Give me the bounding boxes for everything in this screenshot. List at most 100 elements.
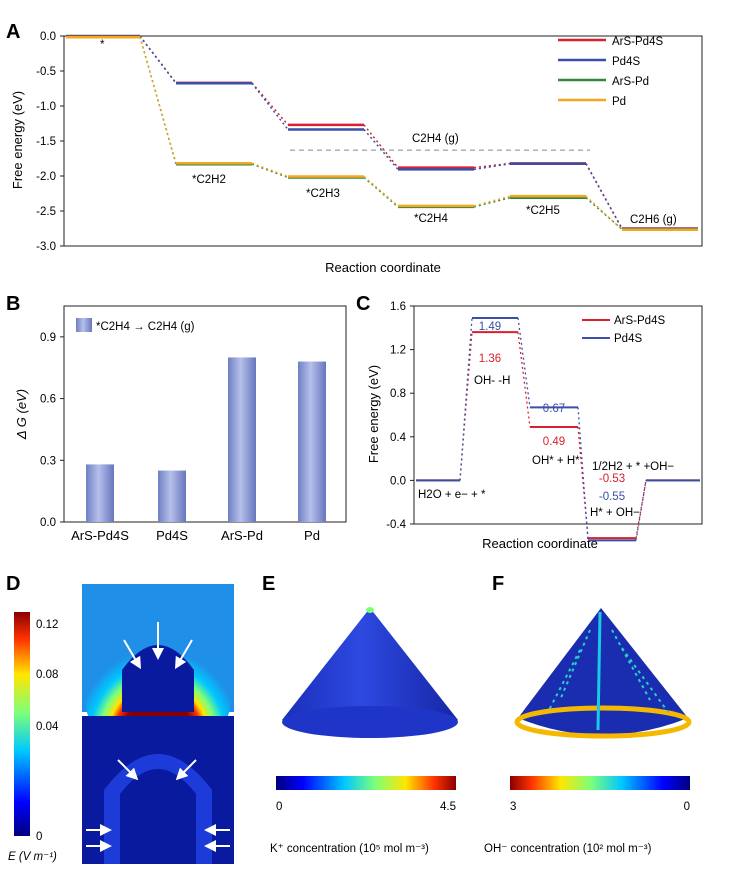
chart-b-legend-label: *C2H4 → C2H4 (g) [96,321,195,333]
chart-a-connector-Pd4S-2 [251,82,289,130]
chart-b-xtick-label: ArS-Pd [221,528,263,543]
chart-a-ytick-label: -1.0 [36,101,56,113]
panel-d-colorbar [14,612,30,836]
chart-a-connector-ArS-Pd-4 [473,197,511,208]
chart-c-ytick-label: 1.6 [390,301,406,313]
chart-a-ytick-label: -2.0 [36,171,56,183]
chart-a-xlabel: Reaction coordinate [325,260,441,275]
legend-a-label-3: ArS-Pd [612,76,649,88]
chart-b-frame [63,305,347,523]
panel-e-cone [282,608,458,736]
panel-e-colorbar-min: 0 [276,801,282,813]
chart-a-ylabel: Free energy (eV) [10,91,25,189]
chart-c-ytick-label: 0.8 [390,388,406,400]
panel-d-colorbar-label: E (V m⁻¹) [8,851,57,863]
panel-f-colorbar-max: 0 [684,801,690,813]
chart-a-connector-ArS-Pd4S-3 [363,124,399,169]
chart-c-step-3: OH* + H* [532,455,580,467]
chart-a-connector-Pd-1 [139,36,177,164]
chart-b-ytick-label: 0.9 [40,332,56,344]
panel-f-cone-streak [596,611,602,731]
chart-c: Free energy (eV) Reaction coordinate 1.6… [366,301,703,551]
chart-b-xtick-label: ArS-Pd4S [71,528,129,543]
chart-c-step-5: H* + OH− [590,507,640,519]
chart-c-value-0.67: 0.67 [543,403,565,415]
chart-a: Free energy (eV) Reaction coordinate 0.0… [10,31,703,275]
chart-c-ytick-label: 1.2 [390,345,406,357]
panel-d-letter: D [6,573,20,595]
chart-b-ylabel: Δ G (eV) [14,389,29,440]
legend-a-label-4: Pd [612,96,626,108]
chart-c-xlabel: Reaction coordinate [482,536,598,551]
chart-c-connector-Pd4S-2 [517,317,531,408]
panel-f-cone [518,608,688,735]
panel-b-letter: B [6,293,20,315]
chart-a-connector-ArS-Pd-3 [363,176,399,208]
chart-a-ytick-label: 0.0 [40,31,56,43]
chart-b: Δ G (eV) *C2H4 → C2H4 (g) 0.0 0.3 0.6 0.9 A… [14,305,347,543]
chart-a-step-label-5: *C2H5 [526,205,560,217]
panel-f-colorbar-min: 3 [510,801,516,813]
panel-e-cone-tip [366,607,374,613]
chart-b-xtick-label: Pd [304,528,320,543]
panel-d-field-map: 0.12 0.08 0.04 0 E (V m⁻¹) [8,584,234,864]
chart-a-step-label-3: *C2H3 [306,188,340,200]
legend-c-label-2: Pd4S [614,333,642,345]
chart-a-step-label-2: *C2H2 [192,174,226,186]
chart-a-connector-Pd4S-1 [139,35,177,84]
chart-c-step-2: OH- -H [474,375,510,387]
panel-e-cone-base [282,706,458,738]
chart-a-step-label-1: * [100,39,105,51]
panel-e-cone-map: 0 4.5 K⁺ concentration (10⁵ mol m⁻³) [270,607,458,855]
panel-d-tick-2: 0.08 [36,669,58,681]
chart-a-connector-Pd4S-3 [363,129,399,170]
chart-c-connector-Pd4S-4 [635,480,647,541]
legend-a-label-1: ArS-Pd4S [612,36,663,48]
panel-a-letter: A [6,21,20,43]
panel-e-colorbar-max: 4.5 [440,801,456,813]
panel-d-arrow-5 [175,759,197,781]
chart-a-ytick-label: -0.5 [36,66,56,78]
chart-b-legend-swatch [76,318,92,332]
chart-a-connector-Pd-2 [251,162,289,178]
chart-c-step-1: H2O + e− + * [418,489,486,501]
chart-c-value-neg0.53: -0.53 [599,473,625,485]
panel-d-arrow-3 [174,639,193,670]
chart-a-ytick-label: -2.5 [36,206,56,218]
chart-a-connector-ArS-Pd-2 [251,163,289,179]
chart-c-connector-Pd4S-1 [459,317,473,481]
chart-a-connector-Pd4S-4 [473,163,511,171]
panel-d-tick-3: 0.04 [36,721,59,733]
chart-c-connector-Pd4S-3 [577,407,589,541]
legend-c-label-1: ArS-Pd4S [614,315,665,327]
panel-d-arrow-4 [117,759,139,781]
chart-b-ytick-label: 0.6 [40,394,56,406]
chart-a-connector-ArS-Pd4S-2 [251,82,289,126]
chart-a-connector-ArS-Pd4S-1 [139,35,177,84]
chart-c-frame [413,305,703,525]
chart-a-ytick-label: -1.5 [36,136,56,148]
panel-d-arrow-1 [123,639,142,670]
chart-a-connector-Pd-5 [585,195,623,231]
panel-e-colorbar-label: K⁺ concentration (10⁵ mol m⁻³) [270,843,429,855]
chart-b-xtick-label: Pd4S [156,528,188,543]
chart-b-bar-ArS-Pd [228,357,256,522]
chart-b-bar-Pd4S [158,470,186,522]
chart-c-step-4: 1/2H2 + * +OH− [592,461,674,473]
chart-a-ytick-label: -3.0 [36,241,56,253]
chart-c-ylabel: Free energy (eV) [366,365,381,463]
chart-a-legend: ArS-Pd4S Pd4S ArS-Pd Pd [558,36,663,108]
panel-f-letter: F [492,573,504,595]
panel-d-lower-tip [104,754,212,864]
chart-b-bar-Pd [298,361,326,522]
panel-e-letter: E [262,573,275,595]
chart-a-step-label-4: *C2H4 [414,213,448,225]
chart-c-value-1.49: 1.49 [479,321,501,333]
chart-c-value-0.49: 0.49 [543,436,565,448]
chart-a-reference-label: C2H4 (g) [412,133,459,145]
chart-a-step-label-6: C2H6 (g) [630,214,677,226]
legend-a-label-2: Pd4S [612,56,640,68]
panel-d-tick-1: 0.12 [36,619,58,631]
panel-f-cone-rim [514,705,692,739]
